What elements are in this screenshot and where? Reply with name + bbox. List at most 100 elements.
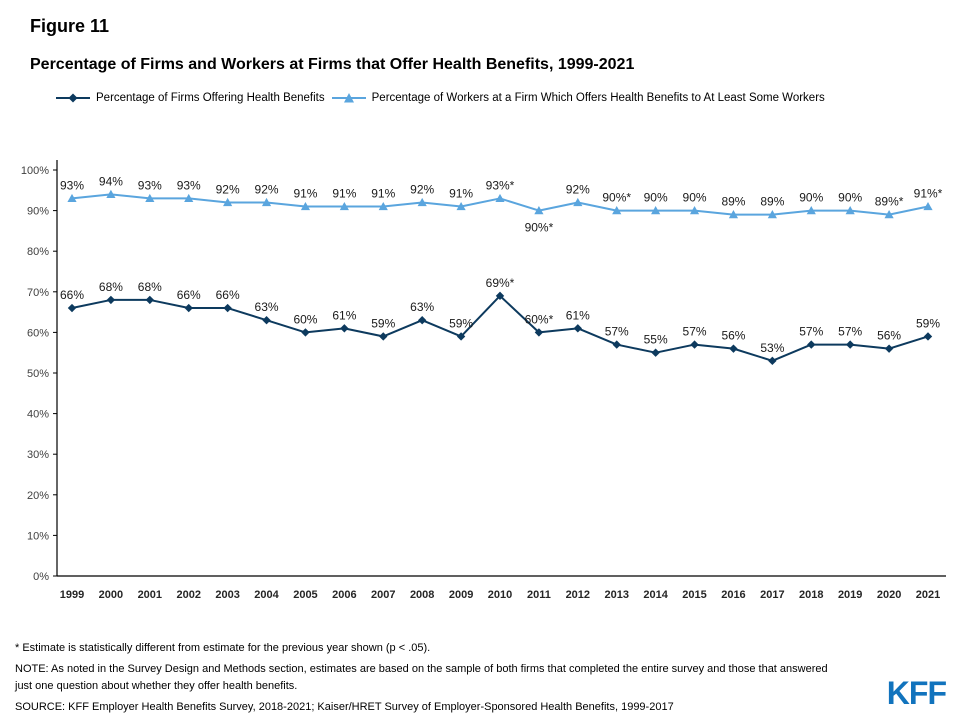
x-axis-year-label: 2002 — [176, 589, 200, 601]
x-axis-year-label: 2000 — [99, 589, 123, 601]
x-axis-year-label: 2016 — [721, 589, 745, 601]
x-axis-year-label: 2003 — [215, 589, 239, 601]
workers-point-marker — [845, 206, 855, 215]
firms-point-label: 69%* — [486, 276, 515, 290]
y-axis-tick-label: 90% — [27, 206, 49, 218]
workers-point-label: 89%* — [875, 195, 904, 209]
x-axis-year-label: 2013 — [604, 589, 628, 601]
workers-point-label: 90%* — [525, 221, 554, 235]
firms-series-marker-icon — [56, 93, 90, 103]
firms-point-marker — [729, 344, 738, 353]
firms-point-label: 60% — [293, 312, 317, 326]
x-axis-year-label: 2018 — [799, 589, 823, 601]
workers-point-marker — [417, 197, 427, 207]
firms-point-marker — [534, 328, 544, 337]
workers-point-label: 91% — [371, 187, 395, 201]
workers-point-label: 93%* — [486, 178, 515, 192]
figure-label: Figure 11 — [30, 16, 110, 36]
x-axis-year-label: 2017 — [760, 589, 784, 601]
workers-point-marker — [456, 201, 466, 211]
firms-point-label: 59% — [449, 316, 473, 330]
x-axis-year-label: 2005 — [293, 589, 317, 601]
y-axis-tick-label: 0% — [33, 571, 49, 583]
workers-point-marker — [67, 193, 77, 203]
workers-point-marker — [300, 201, 311, 211]
workers-point-label: 93% — [60, 178, 84, 192]
workers-point-label: 91% — [449, 187, 473, 201]
workers-point-label: 93% — [138, 178, 162, 192]
workers-series-marker-icon — [331, 93, 366, 103]
footnotes: * Estimate is statistically different fr… — [15, 640, 847, 720]
firms-point-label: 57% — [605, 325, 629, 339]
firms-point-label: 59% — [916, 316, 940, 330]
workers-point-marker — [651, 206, 661, 215]
y-axis-tick-label: 70% — [27, 287, 49, 299]
x-axis-year-label: 2021 — [916, 589, 940, 601]
chart-area: 0% 10% 20% 30% 40% 50% 60% 70% 80% 90% 100% 1999 200… — [0, 138, 960, 618]
y-axis-tick-label: 100% — [21, 165, 49, 177]
workers-point-label: 90% — [838, 191, 862, 205]
firms-point-label: 56% — [877, 329, 901, 343]
workers-point-marker — [689, 206, 700, 215]
workers-point-marker — [261, 197, 272, 207]
footnote-note: NOTE: As noted in the Survey Design and … — [15, 663, 828, 693]
x-axis-year-label: 2010 — [488, 589, 512, 601]
firms-point-label: 57% — [799, 325, 823, 339]
firms-point-marker — [379, 332, 388, 341]
firms-point-label: 66% — [177, 288, 201, 302]
firms-point-marker — [884, 344, 894, 353]
firms-point-label: 56% — [721, 329, 745, 343]
y-axis-tick-label: 40% — [27, 409, 49, 421]
x-axis-year-label: 2007 — [371, 589, 395, 601]
line-chart-svg: 0% 10% 20% 30% 40% 50% 60% 70% 80% 90% 100% 1999 200… — [21, 160, 946, 601]
workers-point-label: 92% — [216, 182, 240, 196]
x-axis-year-label: 2012 — [566, 589, 590, 601]
firms-point-label: 61% — [566, 308, 590, 322]
x-axis-year-label: 2019 — [838, 589, 862, 601]
workers-point-label: 91% — [293, 187, 317, 201]
workers-point-label: 91% — [332, 187, 356, 201]
firms-point-label: 61% — [332, 308, 356, 322]
workers-point-marker — [184, 193, 194, 203]
firms-point-marker — [923, 332, 933, 341]
y-axis-tick-label: 30% — [27, 449, 49, 461]
firms-point-label: 68% — [99, 280, 123, 294]
legend-label-workers: Percentage of Workers at a Firm Which Of… — [371, 92, 825, 104]
firms-point-label: 59% — [371, 316, 395, 330]
workers-point-label: 92% — [410, 182, 434, 196]
workers-point-marker — [923, 201, 933, 211]
legend-item-firms: Percentage of Firms Offering Health Bene… — [55, 92, 325, 104]
x-axis-year-label: 1999 — [60, 589, 84, 601]
workers-point-marker — [612, 206, 622, 215]
firms-point-label: 60%* — [525, 312, 554, 326]
x-axis-year-label: 2020 — [877, 589, 901, 601]
x-axis-year-label: 2011 — [527, 589, 551, 601]
firms-point-label: 53% — [760, 341, 784, 355]
workers-point-marker — [534, 206, 544, 215]
chart-title: Percentage of Firms and Workers at Firms… — [30, 56, 635, 73]
firms-point-label: 57% — [838, 325, 862, 339]
workers-point-label: 93% — [177, 178, 201, 192]
workers-point-marker — [728, 210, 739, 219]
footnote-source: SOURCE: KFF Employer Health Benefits Sur… — [15, 701, 674, 714]
x-axis-year-label: 2006 — [332, 589, 356, 601]
workers-point-marker — [806, 206, 816, 215]
legend-label-firms: Percentage of Firms Offering Health Bene… — [96, 92, 325, 104]
y-axis-tick-label: 20% — [27, 490, 49, 502]
kff-logo: KFF — [886, 675, 947, 711]
firms-point-marker — [106, 295, 116, 305]
firms-point-marker — [807, 340, 816, 349]
firms-point-label: 66% — [216, 288, 240, 302]
workers-point-label: 94% — [99, 174, 123, 188]
firms-point-marker — [67, 303, 77, 313]
firms-point-label: 57% — [683, 325, 707, 339]
firms-point-marker — [573, 324, 583, 333]
workers-point-label: 92% — [566, 182, 590, 196]
workers-point-label: 89% — [721, 195, 745, 209]
legend-item-workers: Percentage of Workers at a Firm Which Of… — [331, 92, 825, 104]
y-axis-tick-label: 50% — [27, 368, 49, 380]
chart-legend: Percentage of Firms Offering Health Bene… — [55, 92, 825, 104]
workers-point-marker — [378, 201, 388, 211]
y-axis-tick-label: 80% — [27, 246, 49, 258]
firms-point-marker — [262, 316, 271, 325]
